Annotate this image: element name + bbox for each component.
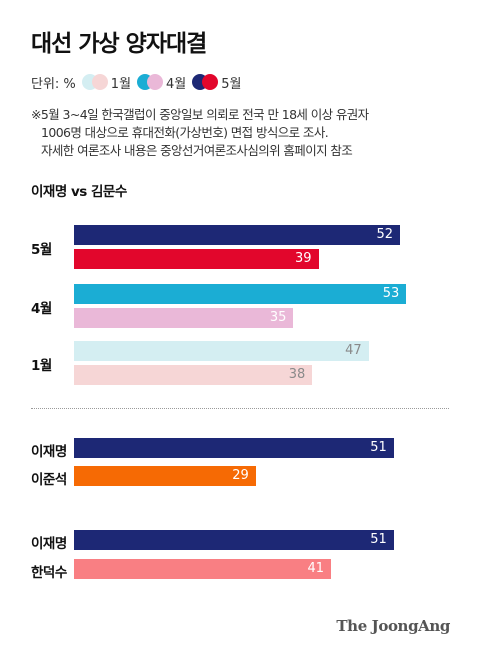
survey-note: ※5월 3~4일 한국갤럽이 중앙일보 의뢰로 전국 만 18세 이상 유권자 … bbox=[31, 106, 369, 160]
bar-2-series-0 bbox=[74, 341, 369, 361]
bar-2-1 bbox=[74, 559, 332, 579]
month-label-1: 4월 bbox=[31, 301, 52, 317]
bar-1-series-1-value: 35 bbox=[269, 310, 287, 325]
legend-row: 단위: % 1월 4월 5월 bbox=[31, 72, 242, 92]
bar-1-1-value: 29 bbox=[232, 468, 249, 483]
bar-2-series-1 bbox=[74, 365, 313, 385]
bar-1-series-0-value: 53 bbox=[382, 286, 400, 301]
bar-1-series-1 bbox=[74, 308, 294, 328]
candidate-label-2-1: 한덕수 bbox=[31, 565, 67, 581]
month-label-0: 5월 bbox=[31, 242, 52, 258]
bar-2-series-1-value: 38 bbox=[288, 367, 306, 382]
survey-note-line-2: 1006명 대상으로 휴대전화(가상번호) 면접 방식으로 조사. bbox=[41, 125, 329, 140]
month-label-2: 1월 bbox=[31, 358, 52, 374]
legend-label-may: 5월 bbox=[221, 76, 242, 92]
bar-0-series-0-value: 52 bbox=[376, 227, 394, 242]
legend-dot-may-b bbox=[202, 74, 219, 90]
legend-dot-apr-b bbox=[147, 74, 164, 90]
bar-1-1 bbox=[74, 466, 256, 486]
survey-note-line-1: ※5월 3~4일 한국갤럽이 중앙일보 의뢰로 전국 만 18세 이상 유권자 bbox=[31, 107, 369, 122]
bar-2-0-value: 51 bbox=[370, 532, 387, 547]
bar-2-1-value: 41 bbox=[307, 561, 325, 576]
bar-2-series-0-value: 47 bbox=[345, 343, 362, 358]
legend-item-apr: 4월 bbox=[137, 73, 186, 92]
chart-title: 대선 가상 양자대결 bbox=[31, 31, 207, 57]
legend-label-jan: 1월 bbox=[110, 76, 132, 92]
bar-2-0 bbox=[74, 530, 394, 550]
legend-swatch-jan bbox=[81, 74, 108, 90]
legend-item-jan: 1월 bbox=[81, 73, 132, 92]
bar-0-series-1 bbox=[74, 249, 319, 269]
legend-label-apr: 4월 bbox=[166, 76, 187, 92]
unit-label: 단위: % bbox=[31, 76, 76, 92]
bar-0-series-1-value: 39 bbox=[294, 251, 312, 266]
bar-0-series-0 bbox=[74, 225, 401, 245]
candidate-label-1-0: 이재명 bbox=[31, 444, 67, 460]
candidate-label-2-0: 이재명 bbox=[31, 536, 67, 552]
legend-swatch-apr bbox=[137, 74, 164, 90]
bar-1-series-0 bbox=[74, 284, 407, 304]
candidate-label-1-1: 이준석 bbox=[31, 472, 67, 488]
bar-1-0-value: 51 bbox=[370, 440, 387, 455]
survey-note-line-3: 자세한 여론조사 내용은 중앙선거여론조사심의위 홈페이지 참조 bbox=[41, 143, 353, 158]
legend-dot-jan-b bbox=[91, 74, 108, 90]
legend-swatch-may bbox=[192, 74, 219, 90]
section-divider bbox=[31, 408, 449, 409]
bar-1-0 bbox=[74, 438, 394, 458]
legend-item-may: 5월 bbox=[192, 73, 242, 92]
section-title-matchup-1: 이재명 vs 김문수 bbox=[31, 184, 127, 200]
source-logo: The JoongAng bbox=[336, 617, 450, 635]
